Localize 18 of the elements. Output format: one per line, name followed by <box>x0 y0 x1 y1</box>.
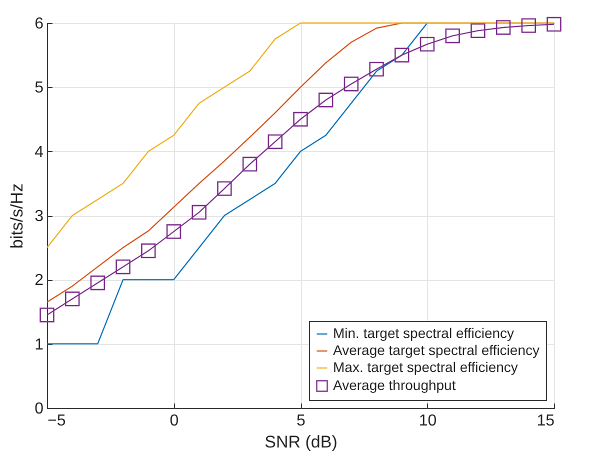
legend-label: Average target spectral efficiency <box>333 342 540 358</box>
y-tick-label: 6 <box>34 16 44 32</box>
legend-label: Max. target spectral efficiency <box>333 359 518 375</box>
x-tick-label: 0 <box>170 412 179 430</box>
y-tick-label: 5 <box>34 80 44 97</box>
y-tick-label: 2 <box>34 272 44 290</box>
x-tick-label: 5 <box>296 412 306 430</box>
y-tick-label: 1 <box>34 336 44 354</box>
x-tick-label: −5 <box>48 412 66 430</box>
x-tick-label: 15 <box>536 412 555 430</box>
legend-label: Average throughput <box>333 377 456 393</box>
x-axis-title: SNR (dB) <box>264 432 338 452</box>
y-axis-title: bits/s/Hz <box>8 183 27 249</box>
legend-label: Min. target spectral efficiency <box>333 325 514 341</box>
y-tick-label: 0 <box>34 400 44 418</box>
x-tick-label: 10 <box>418 412 437 430</box>
y-tick-label: 4 <box>34 144 44 161</box>
y-tick-label: 3 <box>34 208 44 225</box>
